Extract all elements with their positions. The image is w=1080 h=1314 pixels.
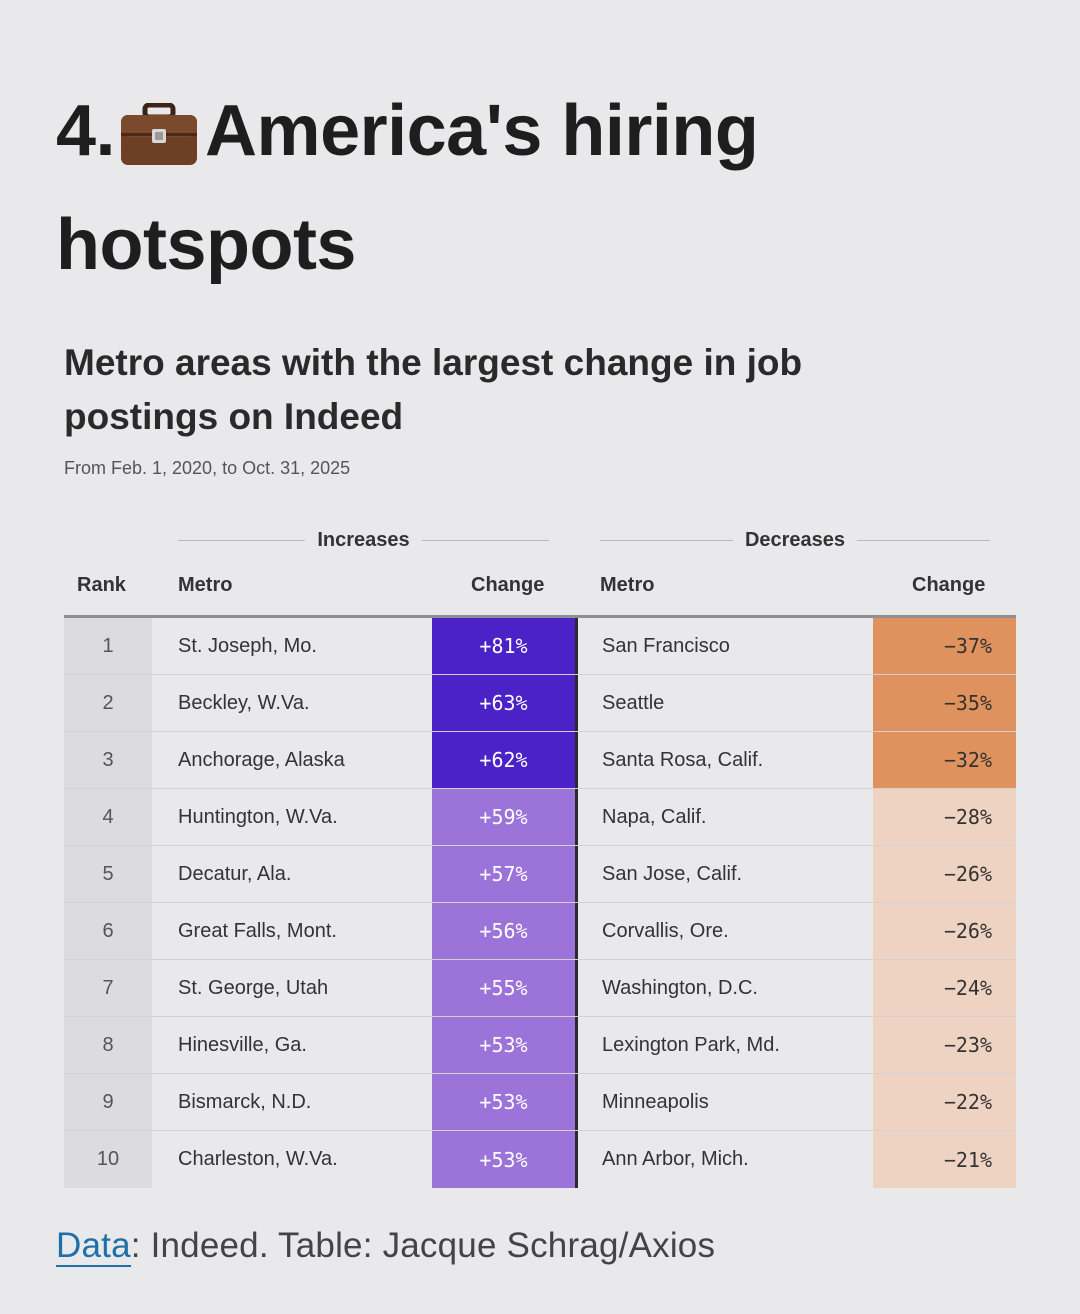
table-row: 4 Huntington, W.Va. +59% Napa, Calif. −28% [64, 789, 1016, 846]
increase-change-cell: +53% [432, 1131, 578, 1188]
increase-metro-cell: Bismarck, N.D. [152, 1074, 432, 1130]
increase-change-cell: +62% [432, 732, 578, 788]
increase-metro-cell: Decatur, Ala. [152, 846, 432, 902]
title-line-1: America's hiring [205, 91, 758, 171]
increase-change-cell: +63% [432, 675, 578, 731]
increase-metro-cell: St. George, Utah [152, 960, 432, 1016]
rank-cell: 7 [64, 960, 152, 1016]
rank-cell: 5 [64, 846, 152, 902]
rank-cell: 8 [64, 1017, 152, 1073]
increase-metro-cell: Charleston, W.Va. [152, 1131, 432, 1188]
table-row: 2 Beckley, W.Va. +63% Seattle −35% [64, 675, 1016, 732]
page-title: 4. America's hiring hotspots [56, 80, 1036, 296]
decrease-metro-cell: Seattle [578, 675, 873, 731]
increase-change-cell: +56% [432, 903, 578, 959]
increase-metro-cell: Anchorage, Alaska [152, 732, 432, 788]
heading-number: 4. [56, 91, 115, 171]
decrease-metro-cell: Corvallis, Ore. [578, 903, 873, 959]
increase-change-cell: +55% [432, 960, 578, 1016]
rankings-table: 1 St. Joseph, Mo. +81% San Francisco −37% 2 Be… [64, 615, 1016, 1188]
decrease-metro-cell: Ann Arbor, Mich. [578, 1131, 873, 1188]
decrease-change-cell: −24% [873, 960, 1016, 1016]
table-row: 8 Hinesville, Ga. +53% Lexington Park, Md. −… [64, 1017, 1016, 1074]
decrease-change-cell: −26% [873, 846, 1016, 902]
chart-subtitle: From Feb. 1, 2020, to Oct. 31, 2025 [64, 458, 350, 479]
briefcase-icon [119, 92, 199, 194]
decrease-metro-cell: San Jose, Calif. [578, 846, 873, 902]
increase-metro-cell: Huntington, W.Va. [152, 789, 432, 845]
table-row: 3 Anchorage, Alaska +62% Santa Rosa, Calif.… [64, 732, 1016, 789]
data-source-link[interactable]: Data [56, 1226, 131, 1267]
decrease-metro-cell: Washington, D.C. [578, 960, 873, 1016]
increase-change-cell: +53% [432, 1074, 578, 1130]
decrease-change-cell: −32% [873, 732, 1016, 788]
decrease-change-cell: −35% [873, 675, 1016, 731]
rank-cell: 10 [64, 1131, 152, 1188]
decrease-change-cell: −37% [873, 618, 1016, 674]
increase-change-cell: +57% [432, 846, 578, 902]
decrease-change-cell: −21% [873, 1131, 1016, 1188]
chart-title: Metro areas with the largest change in j… [64, 336, 964, 444]
source-credit: Data: Indeed. Table: Jacque Schrag/Axios [56, 1226, 715, 1266]
rank-cell: 2 [64, 675, 152, 731]
rank-cell: 3 [64, 732, 152, 788]
decrease-change-cell: −28% [873, 789, 1016, 845]
increase-metro-cell: Hinesville, Ga. [152, 1017, 432, 1073]
decrease-change-cell: −22% [873, 1074, 1016, 1130]
increase-change-cell: +53% [432, 1017, 578, 1073]
decrease-change-cell: −26% [873, 903, 1016, 959]
header-change-decreases: Change [912, 574, 985, 597]
increase-change-cell: +81% [432, 618, 578, 674]
title-line-2: hotspots [56, 205, 356, 285]
header-change-increases: Change [471, 574, 544, 597]
decrease-change-cell: −23% [873, 1017, 1016, 1073]
decreases-label: Decreases [733, 529, 857, 552]
header-rank: Rank [77, 574, 126, 597]
table-row: 6 Great Falls, Mont. +56% Corvallis, Ore. −2… [64, 903, 1016, 960]
rank-cell: 1 [64, 618, 152, 674]
header-metro-decreases: Metro [600, 574, 654, 597]
increase-change-cell: +59% [432, 789, 578, 845]
table-row: 9 Bismarck, N.D. +53% Minneapolis −22% [64, 1074, 1016, 1131]
decrease-metro-cell: Santa Rosa, Calif. [578, 732, 873, 788]
decrease-metro-cell: Napa, Calif. [578, 789, 873, 845]
header-metro-increases: Metro [178, 574, 232, 597]
increase-metro-cell: Great Falls, Mont. [152, 903, 432, 959]
decrease-metro-cell: Minneapolis [578, 1074, 873, 1130]
rank-cell: 4 [64, 789, 152, 845]
increase-metro-cell: Beckley, W.Va. [152, 675, 432, 731]
table-row: 7 St. George, Utah +55% Washington, D.C. −24… [64, 960, 1016, 1017]
credit-text: : Indeed. Table: Jacque Schrag/Axios [131, 1226, 715, 1265]
table-row: 5 Decatur, Ala. +57% San Jose, Calif. −26% [64, 846, 1016, 903]
decrease-metro-cell: San Francisco [578, 618, 873, 674]
increase-metro-cell: St. Joseph, Mo. [152, 618, 432, 674]
rank-cell: 9 [64, 1074, 152, 1130]
group-label-decreases: Decreases [600, 527, 990, 553]
increases-label: Increases [305, 529, 421, 552]
table-row: 1 St. Joseph, Mo. +81% San Francisco −37% [64, 618, 1016, 675]
table-row: 10 Charleston, W.Va. +53% Ann Arbor, Mich. −… [64, 1131, 1016, 1188]
rank-cell: 6 [64, 903, 152, 959]
decrease-metro-cell: Lexington Park, Md. [578, 1017, 873, 1073]
group-label-increases: Increases [178, 527, 549, 553]
